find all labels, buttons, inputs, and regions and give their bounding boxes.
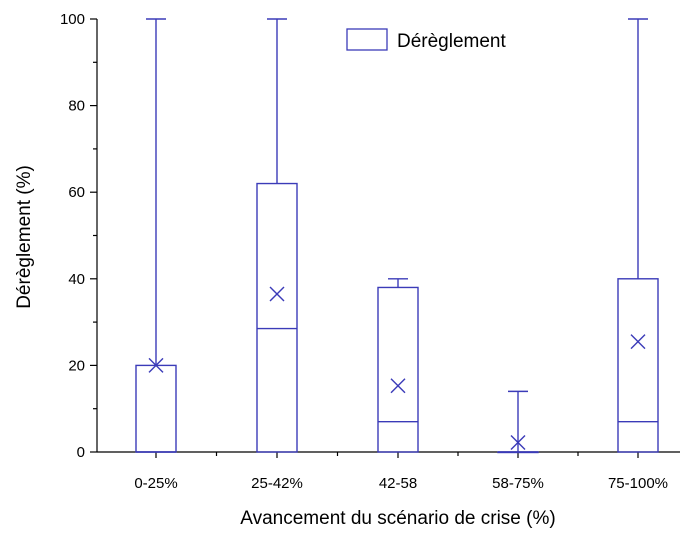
legend-label: Dérèglement <box>397 31 506 52</box>
legend-swatch <box>346 28 388 51</box>
x-tick-label: 0-25% <box>134 475 177 492</box>
box-75-100% <box>617 18 659 453</box>
y-tick-label: 60 <box>68 184 85 201</box>
mean-marker <box>269 286 285 302</box>
mean-marker <box>390 378 406 394</box>
box-series <box>135 18 659 454</box>
mean-marker <box>630 334 646 350</box>
y-tick-label: 20 <box>68 357 85 374</box>
legend: Dérèglement <box>346 28 506 52</box>
x-tick-label: 42-58 <box>379 475 417 492</box>
y-tick-label: 100 <box>60 11 85 28</box>
box-42-58 <box>377 278 419 453</box>
box-58-75% <box>497 390 539 454</box>
y-axis-title: Dérèglement (%) <box>14 165 35 309</box>
box-iqr <box>377 286 419 453</box>
x-axis-ticks: 0-25% 25-42% 42-58 58-75% 75-100% <box>134 452 668 492</box>
y-tick-label: 0 <box>77 444 85 461</box>
plot-area <box>96 19 680 453</box>
mean-marker <box>148 357 164 373</box>
y-tick-label: 40 <box>68 271 85 288</box>
y-tick-label: 80 <box>68 98 85 115</box>
x-tick-label: 25-42% <box>251 475 303 492</box>
y-axis-ticks: 0 20 40 60 80 100 <box>60 11 97 461</box>
box-25-42% <box>256 18 298 453</box>
box-iqr <box>256 182 298 453</box>
box-0-25% <box>135 18 177 453</box>
x-axis-title: Avancement du scénario de crise (%) <box>240 508 555 529</box>
x-tick-label: 75-100% <box>608 475 668 492</box>
box-iqr <box>135 364 177 453</box>
mean-marker <box>510 434 526 450</box>
box-iqr <box>617 278 659 453</box>
x-tick-label: 58-75% <box>492 475 544 492</box>
